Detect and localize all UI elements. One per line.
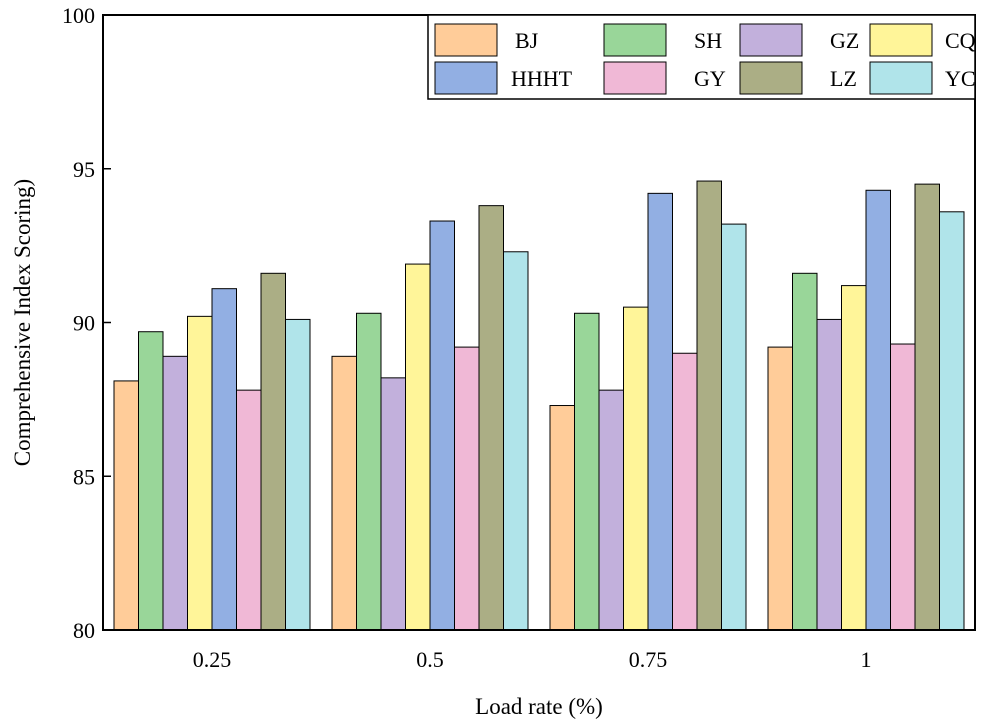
legend-label-lz: LZ [830,66,857,91]
legend-label-gz: GZ [830,28,859,53]
bar-sh-0.75 [574,312,600,631]
bar-lz-0.25 [260,272,286,631]
y-tick-label: 80 [73,618,95,643]
legend-label-cq: CQ [945,28,976,53]
bars-group [113,180,965,631]
legend-swatch-yc [869,61,933,95]
bar-gz-0.25 [162,355,188,631]
y-tick-label: 85 [73,464,95,489]
bar-hhht-0.5 [429,220,455,631]
bar-cq-0.75 [623,306,649,631]
x-tick-label: 0.25 [193,647,232,672]
bar-bj-1 [767,346,793,631]
legend: BJ SH GZ CQ HHHT GY LZ YC [427,14,976,100]
x-tick-label: 0.75 [629,647,668,672]
y-tick-label: 95 [73,157,95,182]
legend-label-bj: BJ [515,28,539,53]
bar-cq-0.25 [187,315,213,631]
legend-swatch-bj [434,23,498,57]
bar-yc-1 [939,211,965,631]
bar-gy-1 [890,343,916,631]
bar-lz-0.5 [478,205,504,631]
legend-label-hhht: HHHT [511,66,573,91]
bar-sh-0.5 [356,312,382,631]
legend-swatch-lz [739,61,803,95]
bar-bj-0.75 [549,405,575,631]
bar-gy-0.75 [672,352,698,631]
bar-gz-0.5 [380,377,406,631]
bar-gz-1 [816,318,842,631]
bar-cq-1 [841,285,867,631]
legend-label-yc: YC [945,66,976,91]
legend-swatch-sh [603,23,667,57]
bar-hhht-1 [865,189,891,631]
legend-swatch-gz [739,23,803,57]
legend-swatch-cq [869,23,933,57]
bar-hhht-0.75 [647,192,673,631]
bar-yc-0.5 [503,251,529,631]
bar-gy-0.25 [236,389,262,631]
y-axis-title: Comprehensive Index Scoring) [10,179,35,466]
bar-bj-0.5 [331,355,357,631]
bar-hhht-0.25 [211,288,237,631]
x-axis: 0.25 0.5 0.75 1 [193,647,872,672]
x-tick-label: 1 [861,647,872,672]
legend-label-sh: SH [694,28,722,53]
legend-label-gy: GY [694,66,726,91]
bar-sh-1 [792,272,818,631]
bar-gz-0.75 [598,389,624,631]
bar-lz-1 [914,183,940,631]
bar-gy-0.5 [454,346,480,631]
bar-bj-0.25 [113,380,139,631]
x-tick-label: 0.5 [416,647,444,672]
x-axis-title: Load rate (%) [475,694,603,719]
bar-yc-0.75 [721,223,747,631]
y-tick-label: 90 [73,311,95,336]
y-tick-label: 100 [62,3,95,28]
bar-sh-0.25 [138,331,164,631]
y-axis: 80 85 90 95 100 [62,3,111,643]
legend-swatch-hhht [434,61,498,95]
bar-yc-0.25 [285,318,311,631]
bar-cq-0.5 [405,263,431,631]
bar-lz-0.75 [696,180,722,631]
legend-swatch-gy [603,61,667,95]
